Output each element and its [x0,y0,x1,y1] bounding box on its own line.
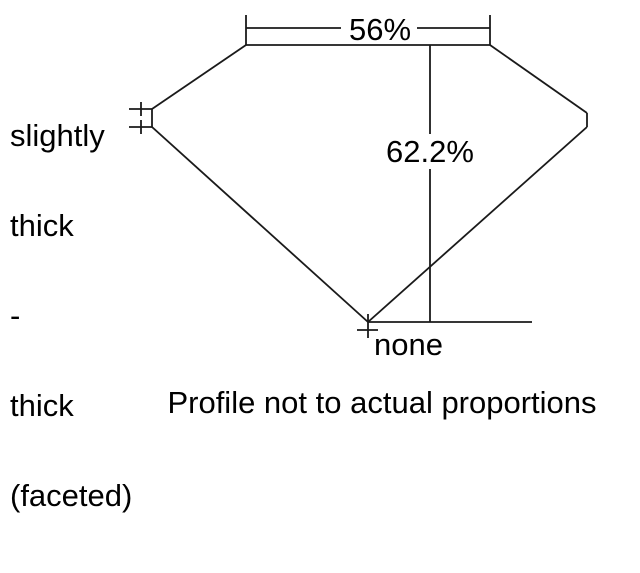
crown-edge-left [151,44,247,110]
diamond-outline-drawing [129,15,588,338]
girdle-label-line-4: thick [10,388,74,423]
table-percent-label: 56% [348,12,412,47]
diamond-profile-diagram: 56% 62.2% slightly thick - thick (facete… [10,12,597,511]
girdle-label-line-5: (faceted) [10,478,133,513]
diagram-caption: Profile not to actual proportions [167,385,597,420]
girdle-thickness-label: slightly thick - thick (faceted) [10,61,132,571]
crown-edge-right [489,44,588,114]
depth-percent-label: 62.2% [386,134,474,169]
girdle-label-line-2: thick [10,208,74,243]
culet-label: none [374,327,443,362]
pavilion-edge-right [367,126,588,323]
pavilion-edge-left [151,126,369,323]
girdle-label-line-3: - [10,298,21,333]
girdle-label-line-1: slightly [10,118,105,153]
